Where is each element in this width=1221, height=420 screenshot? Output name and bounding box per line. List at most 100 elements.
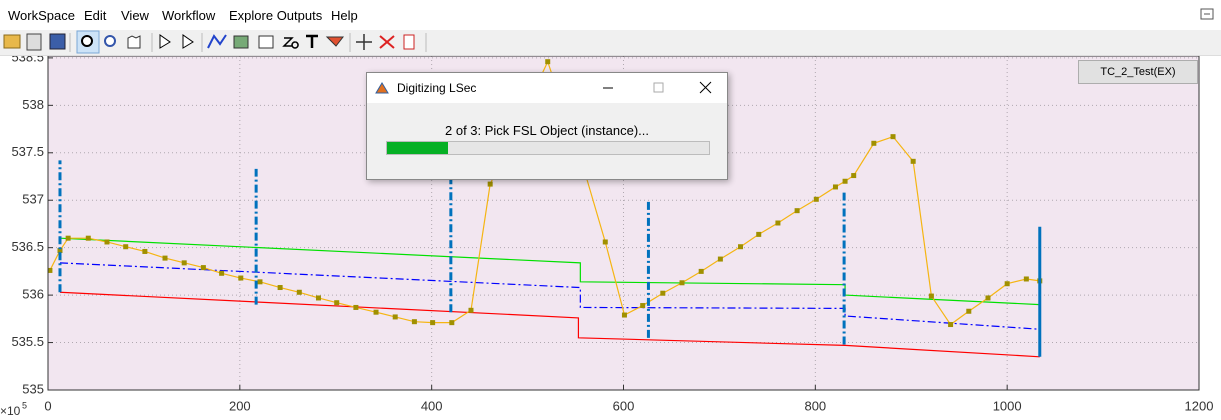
menu-item[interactable]: Edit	[84, 8, 107, 23]
line-tool-icon[interactable]	[207, 34, 227, 49]
zoom-in-icon	[81, 35, 93, 47]
menu-item[interactable]: WorkSpace	[8, 8, 75, 23]
pointer-icon[interactable]	[182, 34, 194, 49]
series-marker	[162, 255, 168, 261]
series-marker	[660, 290, 666, 296]
series-marker	[123, 244, 129, 250]
y-tick-label: 535	[22, 381, 44, 396]
series-marker	[392, 314, 398, 320]
series-marker	[966, 308, 972, 314]
y-tick-label: 536	[22, 287, 44, 302]
x-tick-label: 800	[804, 398, 826, 413]
series-marker	[1004, 281, 1010, 287]
zoom-out-icon[interactable]	[104, 35, 116, 47]
series-marker	[57, 248, 63, 254]
report-icon[interactable]	[403, 34, 415, 50]
plot-area	[48, 56, 1199, 390]
series-marker	[181, 260, 187, 266]
x-tick-label: 400	[421, 398, 443, 413]
maximize-button[interactable]	[653, 82, 664, 93]
frame-icon[interactable]	[258, 35, 274, 49]
y-tick-label: 537.5	[11, 144, 44, 159]
series-marker	[296, 289, 302, 295]
menu-item[interactable]: Help	[331, 8, 358, 23]
y-tick-label: 538.5	[11, 56, 44, 64]
legend-button[interactable]: TC_2_Test(EX)	[1078, 60, 1198, 84]
dialog-message: 2 of 3: Pick FSL Object (instance)...	[445, 123, 649, 138]
axes: 535 535.5 536 536.5 537 537.5 538 538.5 0 200 400 6…	[0, 56, 1213, 418]
axes-box	[47, 56, 1200, 391]
series-marker	[430, 320, 436, 326]
menu-item[interactable]: Workflow	[162, 8, 216, 23]
series-marker	[602, 239, 608, 245]
style-icon[interactable]	[325, 36, 345, 47]
series-marker	[842, 178, 848, 184]
delete-icon[interactable]	[379, 35, 395, 49]
chart: 535 535.5 536 536.5 537 537.5 538 538.5 0 200 400 6…	[0, 56, 1213, 418]
text-icon[interactable]	[306, 34, 318, 48]
progress-fill	[387, 142, 449, 154]
series-marker	[890, 134, 896, 140]
point-icon[interactable]	[356, 34, 372, 50]
dialog-title-bar: Digitizing LSec	[367, 73, 727, 103]
menu-item[interactable]: Explore Outputs	[229, 8, 323, 23]
series-marker	[277, 285, 283, 291]
menu-bar: WorkSpace Edit View Workflow Explore Out…	[0, 0, 1221, 30]
series-marker	[257, 279, 263, 285]
series-marker	[948, 322, 954, 328]
series-marker	[910, 158, 916, 164]
series-marker	[104, 239, 110, 245]
save-icon[interactable]	[49, 33, 66, 50]
pan-icon[interactable]	[127, 35, 141, 49]
series-marker	[334, 300, 340, 306]
x-tick-label: 1200	[1185, 398, 1214, 413]
series-marker	[238, 275, 244, 281]
x-tick-label: 1000	[993, 398, 1022, 413]
grid-tool-icon[interactable]	[233, 35, 249, 49]
x-tick-label: 0	[44, 398, 51, 413]
x-tick-label: 600	[613, 398, 635, 413]
series-marker	[1023, 276, 1029, 282]
series-marker	[871, 140, 877, 146]
y-tick-label: 535.5	[11, 334, 44, 349]
x-exponent-base: ×10	[0, 404, 21, 418]
series-marker	[794, 208, 800, 214]
x-tick-label: 200	[229, 398, 251, 413]
window-controls	[603, 81, 712, 94]
menu-item[interactable]: View	[121, 8, 149, 23]
series-marker	[985, 295, 991, 301]
series-marker	[813, 196, 819, 202]
series-marker	[65, 235, 71, 241]
series-marker	[756, 231, 762, 237]
select-icon[interactable]	[159, 34, 171, 49]
series-marker	[698, 268, 704, 274]
app-icon	[375, 82, 389, 94]
open-icon[interactable]	[3, 34, 21, 49]
series-marker	[449, 320, 455, 326]
saveas-icon[interactable]	[26, 33, 42, 51]
zq-icon[interactable]	[282, 37, 299, 49]
series-marker	[738, 244, 744, 250]
dock-icon[interactable]	[1200, 8, 1214, 22]
series-marker	[621, 312, 627, 318]
toolbar	[0, 30, 1221, 56]
series-marker	[411, 319, 417, 325]
series-marker	[200, 265, 206, 271]
series-line	[59, 237, 1040, 306]
y-tick-label: 537	[22, 192, 44, 207]
x-exponent: 5	[22, 400, 27, 410]
series-marker	[315, 295, 321, 301]
series-marker	[775, 220, 781, 226]
close-button[interactable]	[699, 81, 712, 94]
series-marker	[679, 280, 685, 286]
series-marker	[85, 235, 91, 241]
series-marker	[928, 293, 934, 299]
toolbar-icons	[3, 30, 427, 54]
y-tick-label: 536.5	[11, 239, 44, 254]
series-line	[59, 262, 1040, 330]
series-marker	[468, 307, 474, 313]
y-tick-label: 538	[22, 97, 44, 112]
series-marker	[717, 256, 723, 262]
series-marker	[487, 181, 493, 187]
